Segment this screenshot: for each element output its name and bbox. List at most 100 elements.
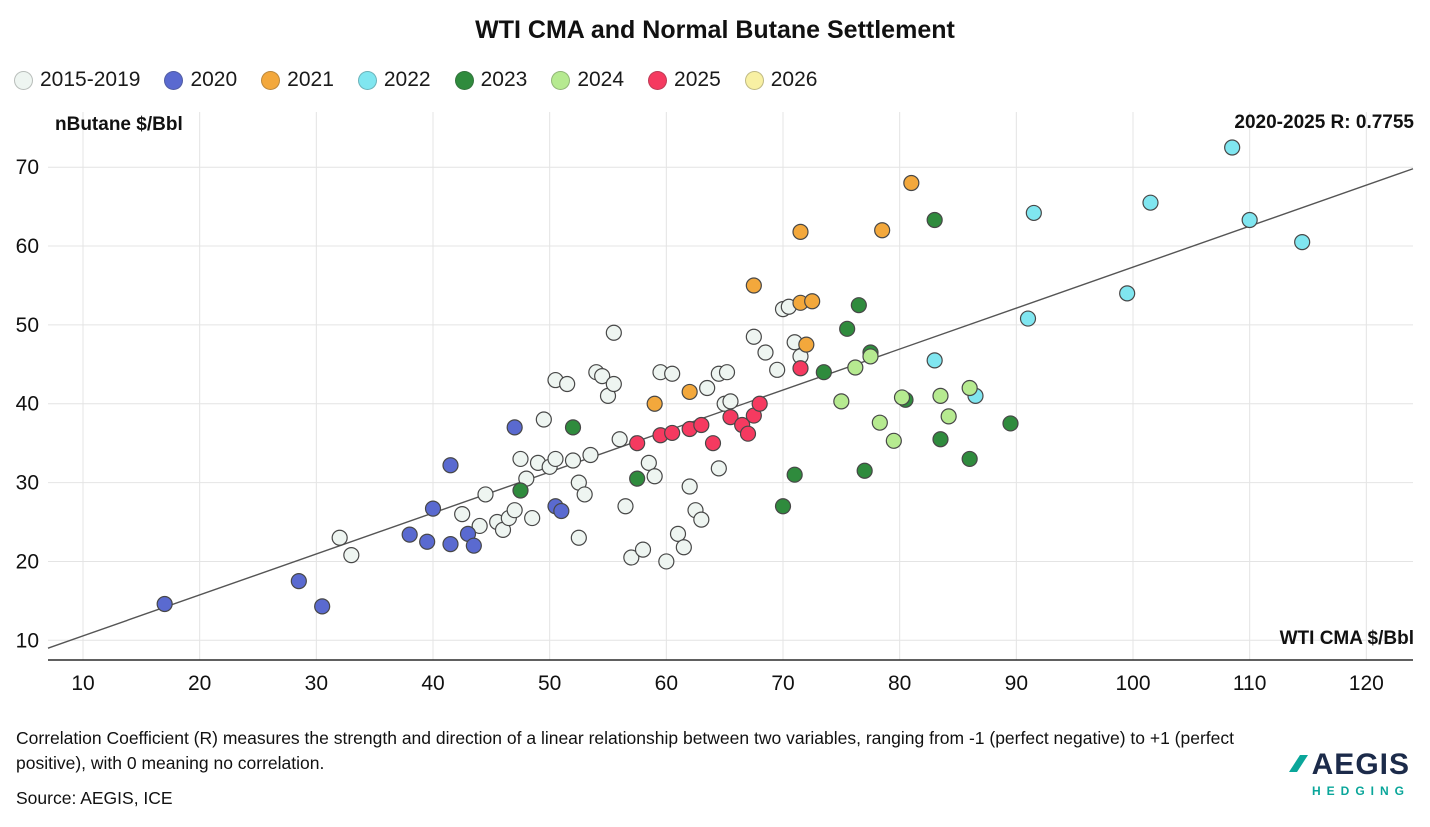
legend-item-2022: 2022 — [357, 68, 431, 92]
scatter-point-2024 — [893, 389, 911, 406]
legend-swatch-2015-2019 — [14, 70, 33, 90]
x-tick-label: 50 — [538, 672, 561, 695]
scatter-point-2020 — [424, 500, 442, 517]
scatter-point-2023 — [839, 320, 856, 337]
scatter-point-2015-2019 — [605, 324, 622, 341]
scatter-point-2015-2019 — [547, 450, 564, 468]
legend-label: 2022 — [383, 68, 431, 91]
legend-label: 2021 — [287, 68, 334, 91]
scatter-point-2015-2019 — [722, 393, 739, 410]
scatter-point-2024 — [862, 348, 879, 365]
scatter-point-2015-2019 — [757, 344, 774, 361]
aegis-logo-text: AEGIS — [1311, 748, 1410, 781]
legend-swatch-2025 — [648, 70, 668, 90]
legend-swatch-2024 — [551, 70, 571, 90]
scatter-point-2020 — [401, 526, 418, 543]
scatter-point-2022 — [1019, 310, 1037, 327]
scatter-point-2020 — [419, 533, 436, 550]
scatter-point-2021 — [792, 223, 809, 240]
scatter-point-2022 — [926, 352, 943, 369]
correlation-note: Correlation Coefficient (R) measures the… — [16, 728, 1235, 773]
scatter-point-2015-2019 — [640, 454, 657, 471]
source-note: Source: AEGIS, ICE — [16, 788, 173, 808]
scatter-point-2020 — [290, 573, 307, 590]
legend-label: 2015-2019 — [40, 68, 141, 91]
x-tick-label: 20 — [188, 672, 211, 695]
scatter-point-2015-2019 — [669, 525, 687, 542]
scatter-point-2015-2019 — [745, 328, 762, 345]
scatter-point-2015-2019 — [331, 529, 348, 546]
scatter-point-2015-2019 — [506, 502, 523, 519]
scatter-point-2024 — [932, 387, 949, 404]
scatter-point-2015-2019 — [343, 547, 360, 564]
legend-label: 2026 — [770, 68, 818, 91]
legend-item-2025: 2025 — [648, 68, 721, 92]
x-axis-label: WTI CMA $/Bbl — [1279, 628, 1414, 649]
x-tick-label: 60 — [655, 672, 678, 695]
scatter-point-2025 — [739, 425, 757, 442]
scatter-point-2015-2019 — [623, 549, 640, 566]
scatter-point-2015-2019 — [512, 450, 529, 468]
scatter-point-2025 — [722, 409, 739, 426]
y-tick-label: 50 — [16, 314, 39, 337]
scatter-point-2024 — [833, 393, 850, 410]
y-axis-label: nButane $/Bbl — [55, 114, 183, 135]
scatter-point-2021 — [646, 395, 663, 412]
scatter-point-2024 — [885, 432, 902, 449]
scatter-point-2023 — [786, 466, 803, 483]
x-tick-label: 90 — [1005, 672, 1028, 695]
legend-label: 2024 — [577, 68, 625, 91]
scatter-point-2023 — [856, 462, 873, 479]
scatter-point-2021 — [745, 277, 762, 294]
scatter-point-2025 — [629, 435, 646, 452]
scatter-point-2020 — [553, 502, 570, 520]
legend-label: 2023 — [480, 68, 528, 91]
x-tick-label: 110 — [1233, 672, 1266, 695]
scatter-point-2015-2019 — [634, 541, 652, 558]
scatter-point-2021 — [903, 174, 920, 192]
scatter-point-2015-2019 — [681, 478, 698, 495]
scatter-point-2015-2019 — [769, 361, 786, 378]
legend-item-2024: 2024 — [551, 68, 624, 92]
x-tick-label: 40 — [421, 672, 444, 695]
scatter-point-2023 — [815, 364, 832, 381]
scatter-point-2020 — [442, 535, 459, 553]
scatter-point-2015-2019 — [570, 529, 587, 546]
scatter-point-2020 — [156, 595, 173, 613]
legend-swatch-2022 — [357, 70, 377, 90]
aegis-logo-row: AEGIS — [1283, 750, 1410, 780]
correlation-annotation: 2020-2025 R: 0.7755 — [1234, 112, 1414, 133]
scatter-point-2025 — [664, 424, 681, 442]
y-tick-label: 10 — [16, 629, 39, 652]
scatter-point-2024 — [847, 359, 864, 376]
scatter-point-2015-2019 — [611, 431, 628, 448]
scatter-point-2015-2019 — [524, 509, 541, 527]
scatter-point-2023 — [774, 498, 792, 515]
scatter-point-2021 — [874, 222, 891, 239]
scatter-point-2015-2019 — [646, 468, 663, 485]
scatter-point-2021 — [804, 293, 821, 310]
scatter-point-2025 — [751, 395, 768, 412]
scatter-point-2021 — [681, 383, 698, 401]
scatter-point-2015-2019 — [675, 539, 692, 556]
scatter-point-2015-2019 — [699, 379, 716, 397]
chart-title: WTI CMA and Normal Butane Settlement — [475, 16, 955, 44]
scatter-point-2022 — [1025, 204, 1042, 222]
scatter-point-2024 — [940, 408, 957, 425]
x-tick-label: 10 — [71, 672, 94, 695]
scatter-point-2015-2019 — [617, 498, 634, 515]
y-tick-label: 30 — [16, 472, 39, 495]
scatter-point-2023 — [1002, 415, 1019, 432]
scatter-point-2022 — [1294, 234, 1311, 251]
aegis-logo-subtext: HEDGING — [1311, 784, 1410, 798]
x-tick-label: 100 — [1115, 672, 1150, 695]
legend-item-2023: 2023 — [454, 68, 528, 92]
legend-item-2015-2019: 2015-2019 — [14, 68, 140, 92]
scatter-point-2015-2019 — [605, 375, 622, 393]
scatter-point-2022 — [1241, 211, 1258, 229]
x-tick-label: 120 — [1349, 672, 1384, 695]
scatter-point-2025 — [704, 435, 722, 452]
x-tick-label: 30 — [305, 672, 328, 695]
legend-label: 2020 — [190, 68, 238, 91]
aegis-logo-mark-icon — [1283, 752, 1309, 779]
